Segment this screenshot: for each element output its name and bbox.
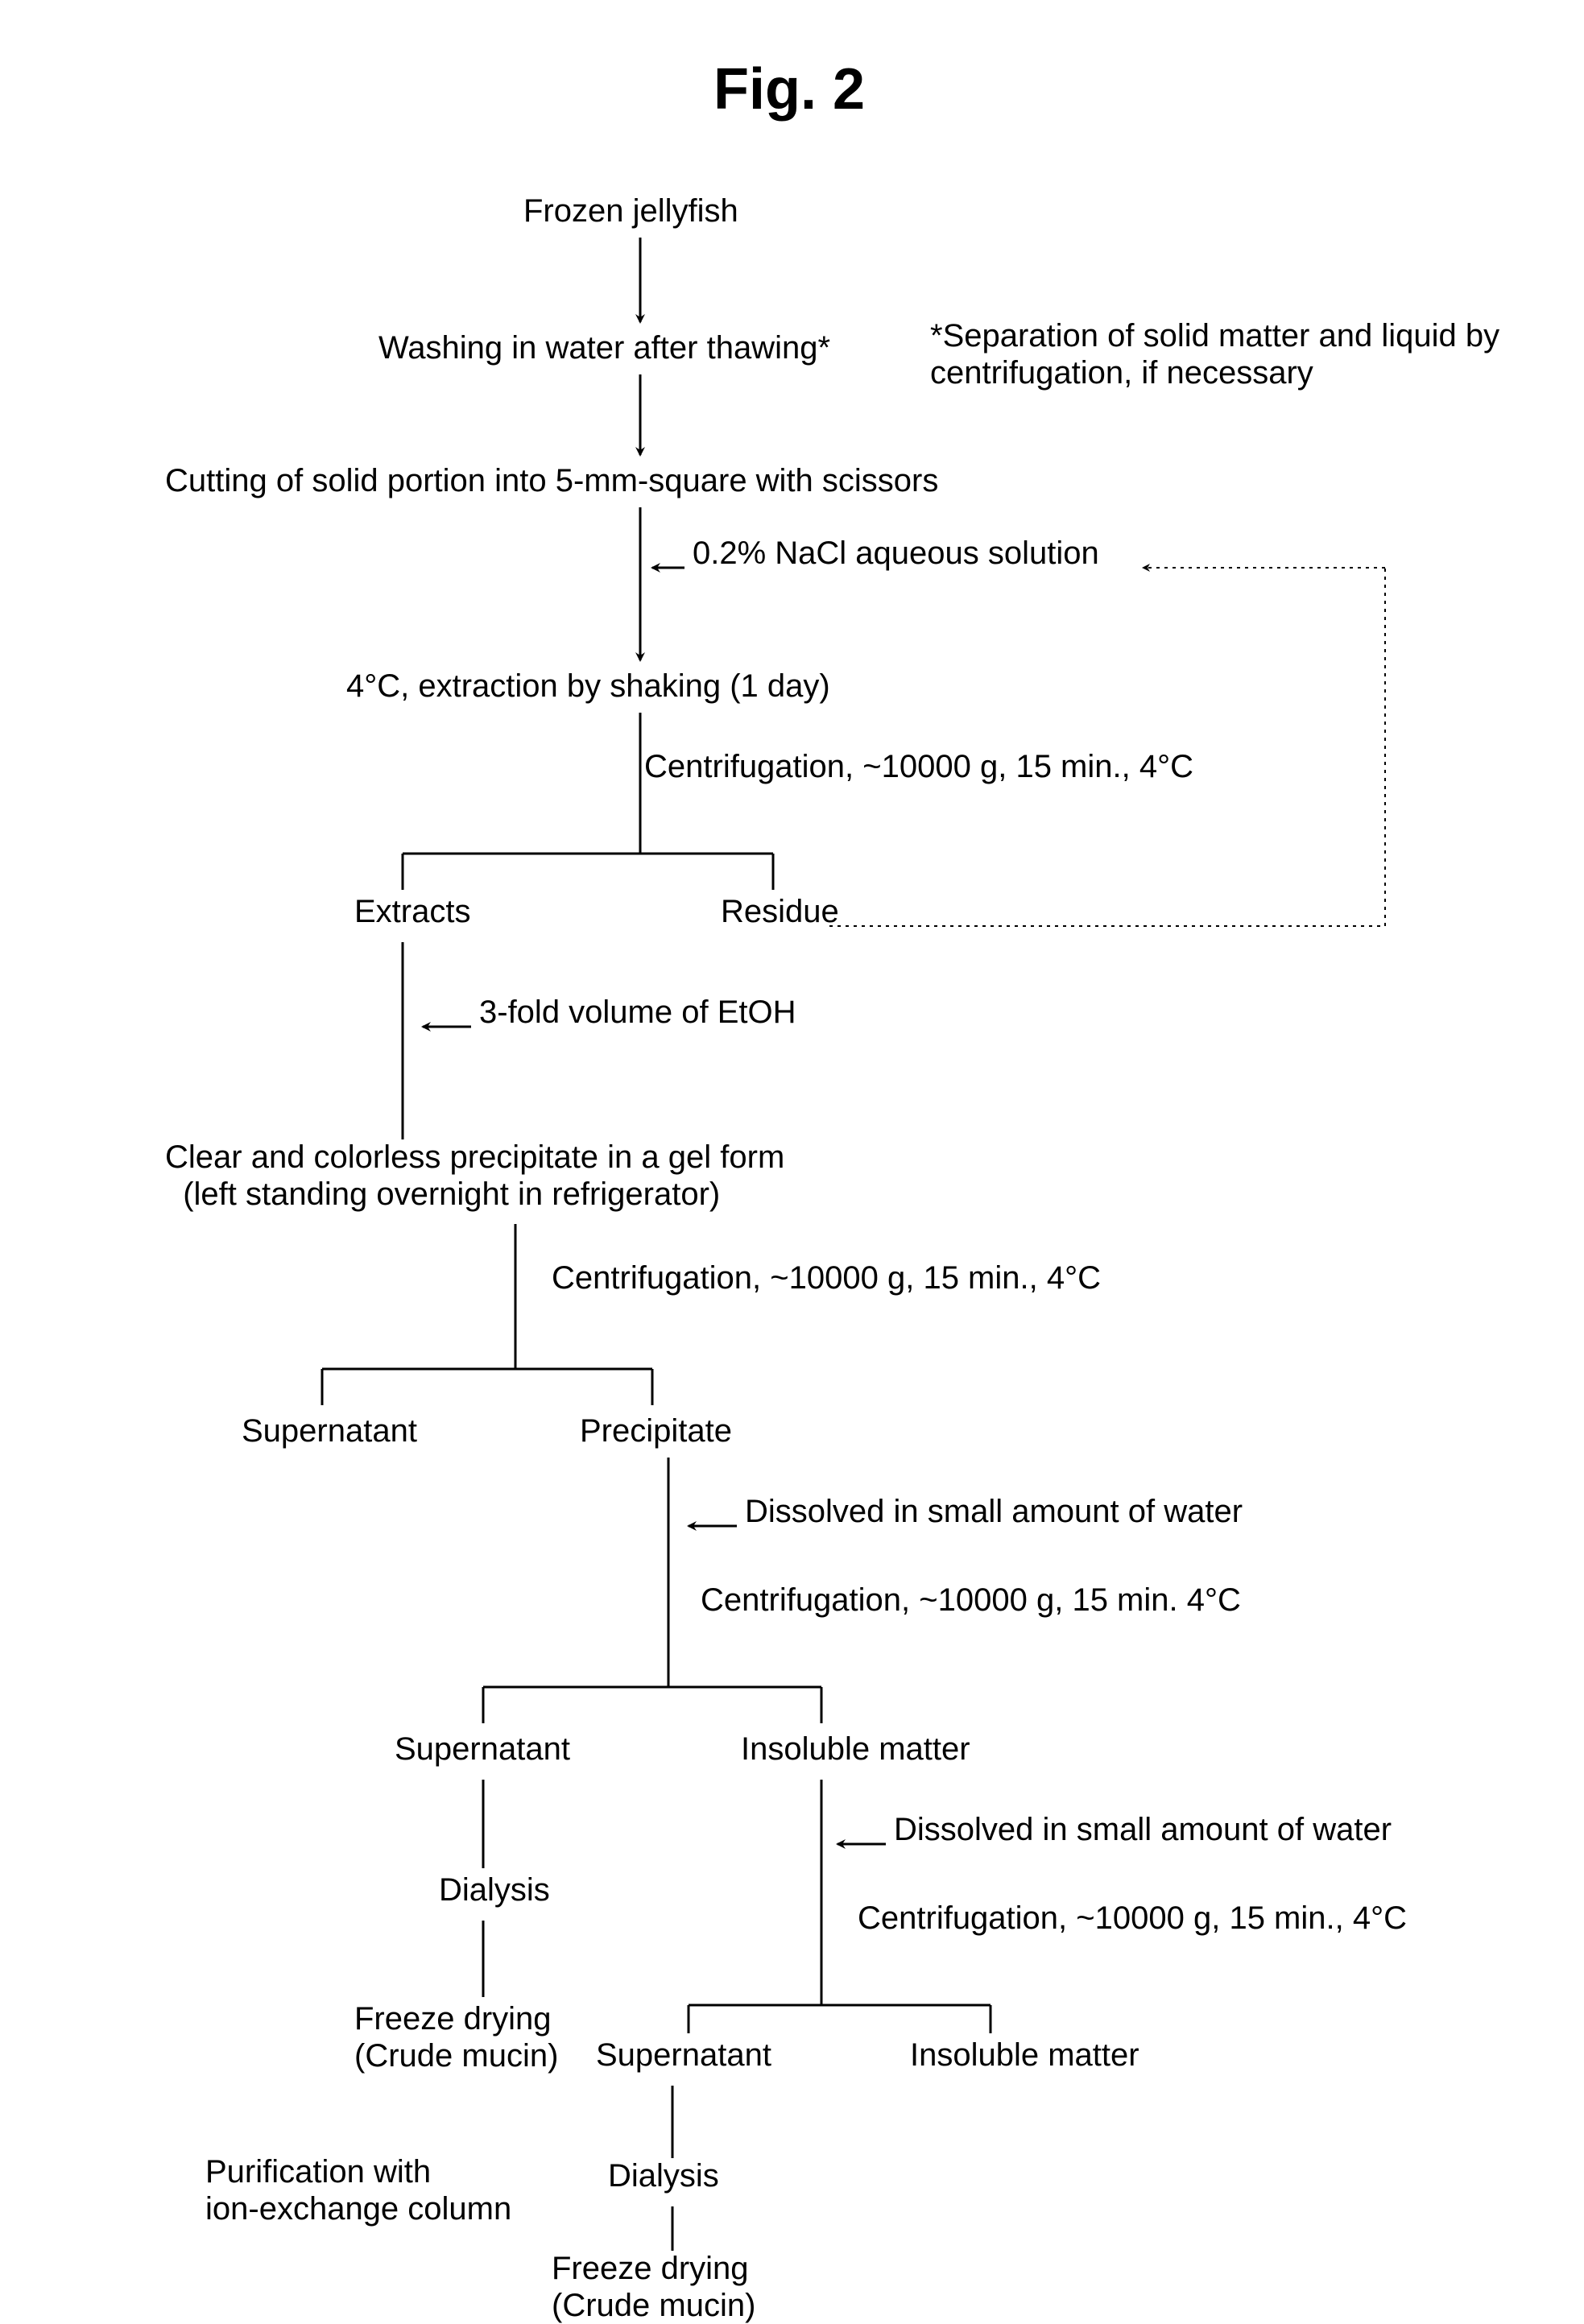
node-cutting: Cutting of solid portion into 5-mm-squar…: [165, 462, 938, 499]
annot-centrifuge-4: Centrifugation, ~10000 g, 15 min., 4°C: [858, 1900, 1407, 1937]
annot-etoh: 3-fold volume of EtOH: [479, 994, 796, 1031]
annot-centrifuge-2: Centrifugation, ~10000 g, 15 min., 4°C: [552, 1259, 1101, 1296]
node-washing: Washing in water after thawing*: [378, 329, 830, 366]
node-extraction: 4°C, extraction by shaking (1 day): [346, 668, 830, 705]
note-separation: *Separation of solid matter and liquid b…: [930, 317, 1499, 391]
node-supernatant-3: Supernatant: [596, 2037, 771, 2074]
annot-nacl: 0.2% NaCl aqueous solution: [693, 535, 1099, 572]
node-extracts: Extracts: [354, 893, 470, 930]
node-insoluble-2: Insoluble matter: [910, 2037, 1139, 2074]
node-dialysis-1: Dialysis: [439, 1871, 550, 1908]
node-residue: Residue: [721, 893, 839, 930]
node-freeze-dry-2: Freeze drying (Crude mucin): [552, 2250, 755, 2324]
node-insoluble-1: Insoluble matter: [741, 1731, 970, 1768]
node-supernatant-1: Supernatant: [242, 1412, 417, 1449]
node-dialysis-2: Dialysis: [608, 2157, 719, 2194]
node-frozen-jellyfish: Frozen jellyfish: [523, 192, 738, 230]
annot-dissolved-1: Dissolved in small amount of water: [745, 1493, 1243, 1530]
node-purification: Purification with ion-exchange column: [205, 2153, 511, 2227]
annot-dissolved-2: Dissolved in small amount of water: [894, 1811, 1392, 1848]
annot-centrifuge-1: Centrifugation, ~10000 g, 15 min., 4°C: [644, 748, 1193, 785]
node-precipitate-gel: Clear and colorless precipitate in a gel…: [165, 1139, 784, 1213]
annot-centrifuge-3: Centrifugation, ~10000 g, 15 min. 4°C: [701, 1582, 1241, 1619]
figure-title: Fig. 2: [564, 56, 1015, 122]
node-supernatant-2: Supernatant: [395, 1731, 570, 1768]
node-freeze-dry-1: Freeze drying (Crude mucin): [354, 2000, 558, 2074]
node-precipitate: Precipitate: [580, 1412, 732, 1449]
